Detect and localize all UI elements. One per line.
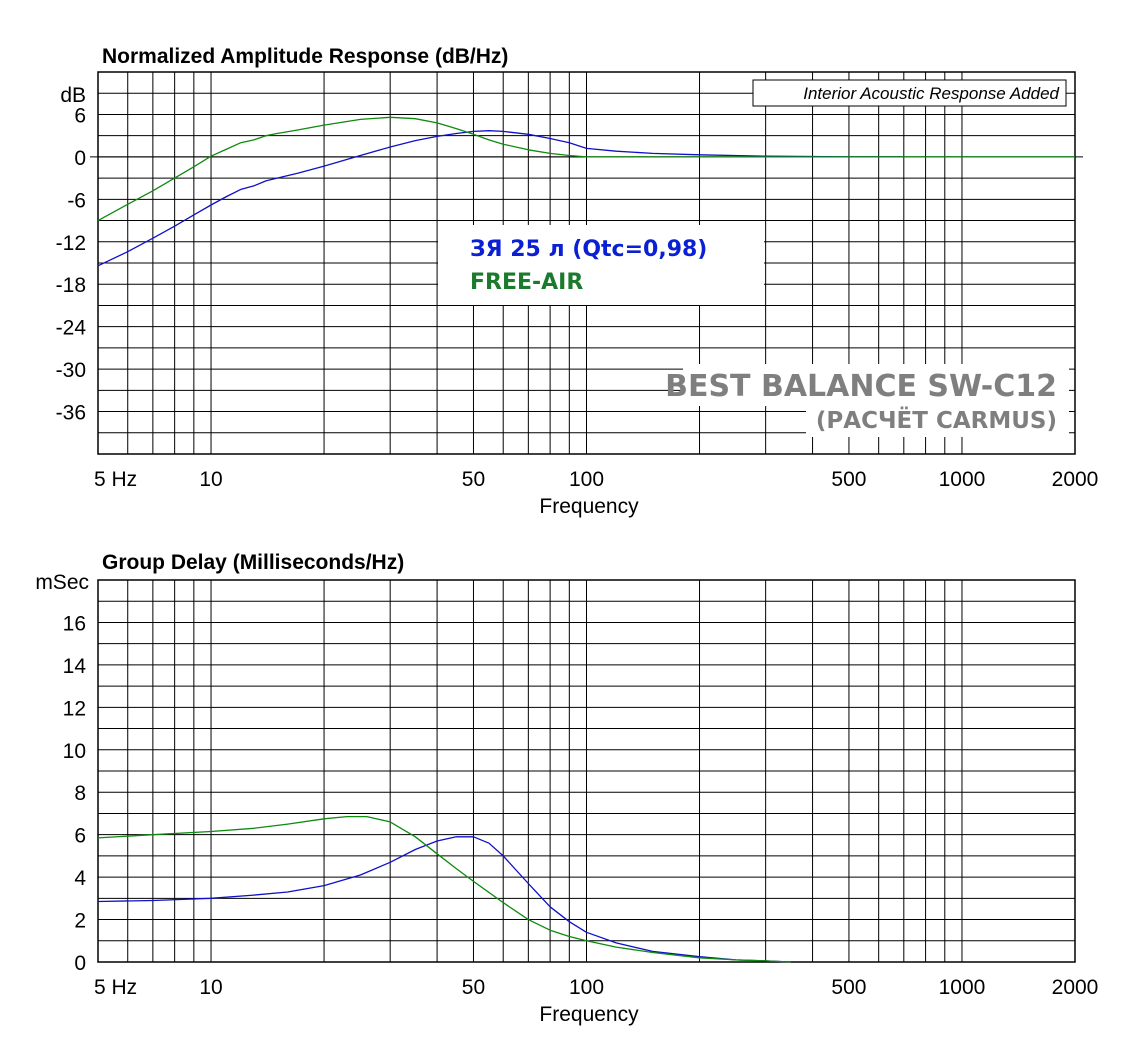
y-tick-label: 6	[74, 825, 86, 848]
group-delay-grid	[97, 579, 1076, 963]
y-tick-label: 14	[63, 655, 87, 678]
y-tick-label: -24	[56, 317, 87, 340]
x-tick-label: 5 Hz	[94, 976, 137, 999]
x-tick-label: 2000	[1052, 468, 1099, 491]
group-delay-chart-title: Group Delay (Milliseconds/Hz)	[102, 551, 404, 574]
group-delay-x-tick-labels: 5 Hz 10 50 100 500 1000 2000	[94, 976, 1098, 999]
group-delay-series	[97, 815, 791, 963]
y-tick-label: 2	[74, 910, 86, 933]
plot-frame	[97, 579, 1076, 963]
y-tick-label: 10	[63, 740, 86, 763]
legend-entry-box: ЗЯ 25 л (Qtc=0,98)	[470, 237, 707, 262]
amplitude-x-axis-label: Frequency	[539, 495, 639, 518]
x-tick-label: 10	[199, 468, 222, 491]
group-delay-x-axis-label: Frequency	[539, 1003, 639, 1026]
x-tick-label: 100	[569, 468, 604, 491]
y-tick-label: 16	[63, 612, 86, 635]
legend-entry-free-air: FREE-AIR	[470, 270, 583, 295]
annotation-text: Interior Acoustic Response Added	[803, 84, 1059, 103]
plot-frame	[97, 71, 1076, 455]
series-line-blue	[97, 130, 904, 267]
y-tick-label: 0	[74, 952, 86, 975]
y-tick-label: 12	[63, 697, 86, 720]
amplitude-y-tick-labels: 6 0 -6 -12 -18 -24 -30 -36	[56, 104, 87, 424]
y-tick-label: 6	[74, 104, 86, 127]
amplitude-chart-title: Normalized Amplitude Response (dB/Hz)	[102, 45, 508, 68]
y-tick-label: -18	[56, 274, 86, 297]
x-tick-label: 1000	[939, 468, 986, 491]
x-tick-label: 100	[569, 976, 604, 999]
x-tick-label: 500	[831, 468, 866, 491]
legend-box	[438, 225, 764, 305]
y-tick-label: 8	[74, 782, 86, 805]
x-tick-label: 1000	[939, 976, 986, 999]
y-tick-label: 0	[74, 147, 86, 170]
group-delay-chart: Group Delay (Milliseconds/Hz) mSec 16141…	[35, 551, 1098, 1026]
watermark-subtitle: (РАСЧЁТ CARMUS)	[816, 406, 1057, 434]
x-tick-label: 10	[199, 976, 222, 999]
y-tick-label: -12	[56, 232, 86, 255]
y-tick-label: -6	[67, 189, 86, 212]
watermark-title: BEST BALANCE SW-C12	[665, 369, 1057, 404]
watermark-bg-2	[806, 404, 1069, 437]
annotation-box	[752, 79, 1067, 107]
y-tick-label: 4	[74, 867, 86, 890]
watermark-bg-1	[683, 364, 1069, 406]
amplitude-y-axis-label: dB	[60, 84, 86, 107]
amplitude-chart: Normalized Amplitude Response (dB/Hz) dB…	[56, 45, 1099, 518]
series-line-green	[97, 815, 791, 963]
x-tick-label: 50	[462, 468, 485, 491]
x-tick-label: 500	[831, 976, 866, 999]
x-tick-label: 2000	[1052, 976, 1099, 999]
group-delay-y-axis-label: mSec	[35, 571, 89, 594]
group-delay-y-tick-labels: 16 14 12 10 8 6 4 2 0	[63, 612, 87, 975]
amplitude-series	[97, 116, 1075, 267]
x-tick-label: 5 Hz	[94, 468, 137, 491]
amplitude-x-tick-labels: 5 Hz 10 50 100 500 1000 2000	[94, 468, 1098, 491]
y-tick-label: -36	[56, 402, 86, 425]
x-tick-label: 50	[462, 976, 485, 999]
series-line-green	[97, 116, 1075, 222]
series-line-blue	[97, 836, 791, 963]
y-tick-label: -30	[56, 359, 86, 382]
